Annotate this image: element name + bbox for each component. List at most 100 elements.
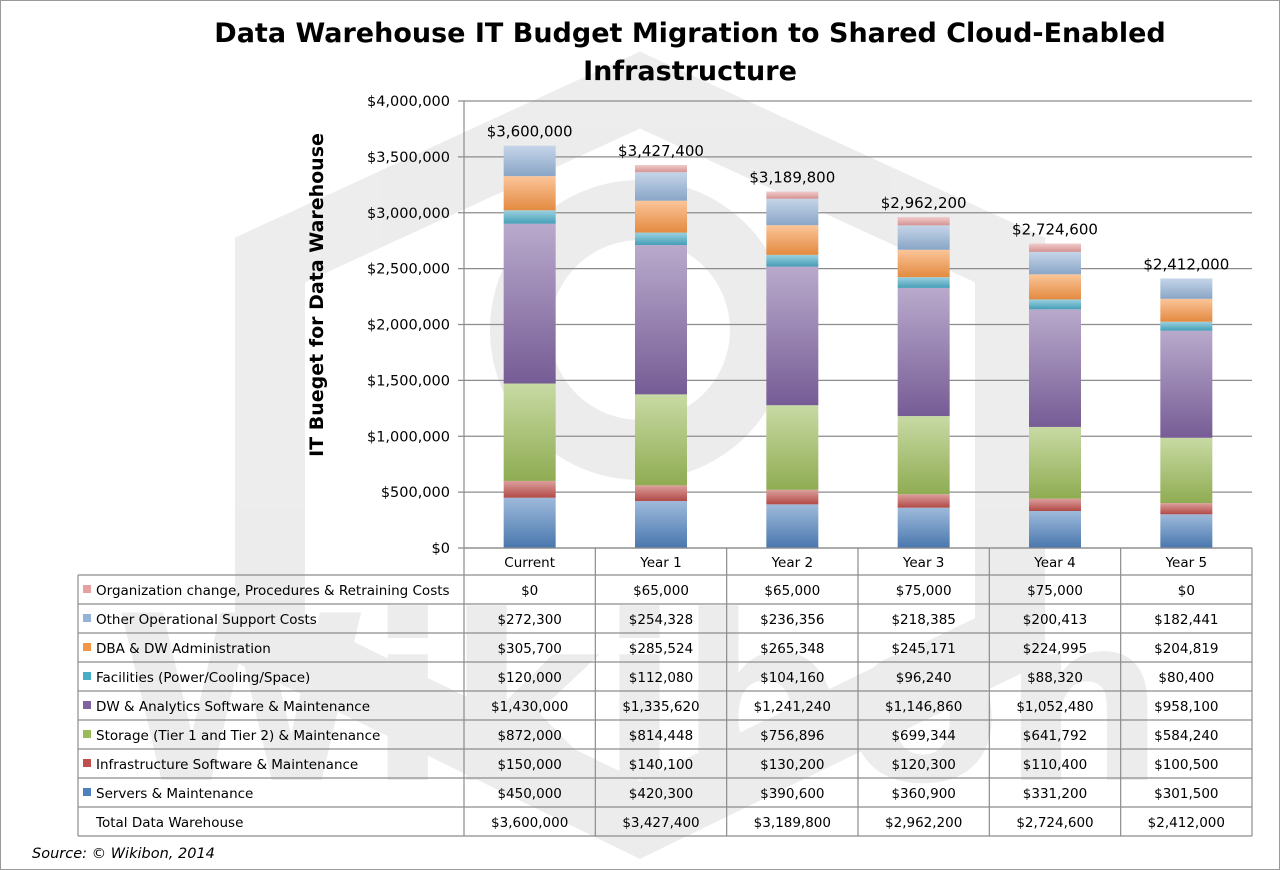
bar-segment-dba-dw-administration	[1029, 274, 1081, 300]
legend-key	[83, 701, 91, 709]
y-tick-label: $1,500,000	[367, 373, 450, 389]
table-cell: $182,441	[1154, 612, 1218, 628]
table-cell: $204,819	[1154, 641, 1218, 657]
bar-segment-facilities-power-cooling-space	[897, 277, 950, 288]
bar-segment-infrastructure-software-maintenance	[635, 485, 687, 502]
data-table: Current Year 1 Year 2 Year 3 Year 4 Year 5 Org…	[77, 547, 1253, 837]
bar-segment-organization-change-procedures-retraining-costs	[766, 191, 819, 199]
bar-segment-other-operational-support-costs	[635, 172, 687, 201]
table-cell: $1,241,240	[754, 699, 831, 715]
table-row: Infrastructure Software & Maintenance $15…	[83, 757, 1219, 773]
legend-key	[83, 585, 91, 593]
table-cell: $272,300	[497, 612, 561, 628]
y-tick-label: $500,000	[381, 485, 450, 501]
table-cell: $75,000	[896, 583, 952, 599]
bar-segment-other-operational-support-costs	[1160, 278, 1213, 299]
legend-key	[83, 614, 91, 622]
table-cell: $2,724,600	[1016, 815, 1093, 831]
table-row: Storage (Tier 1 and Tier 2) & Maintenanc…	[83, 728, 1219, 744]
legend-entry: DW & Analytics Software & Maintenance	[96, 699, 370, 715]
total-data-label: $3,189,800	[749, 169, 835, 187]
bar-segment-storage-tier-1-and-tier-2-maintenance	[503, 383, 556, 481]
table-cell: $100,500	[1154, 757, 1218, 773]
y-tick-label: $2,500,000	[367, 262, 450, 278]
bar-segment-dw-analytics-software-maintenance	[766, 266, 819, 406]
bar-segment-storage-tier-1-and-tier-2-maintenance	[1029, 426, 1081, 499]
y-tick-labels: $0 $500,000 $1,000,000 $1,500,000 $2,000,000…	[367, 94, 450, 557]
table-cell: $390,600	[760, 786, 824, 802]
table-cell: $224,995	[1023, 641, 1087, 657]
bar-segment-dba-dw-administration	[503, 176, 556, 211]
y-tick-label: $3,500,000	[367, 150, 450, 166]
bar-segment-organization-change-procedures-retraining-costs	[635, 164, 687, 173]
table-cell: $3,600,000	[491, 815, 568, 831]
legend-entry: Other Operational Support Costs	[96, 612, 317, 628]
table-cell: $75,000	[1027, 583, 1083, 599]
bar-segment-organization-change-procedures-retraining-costs	[1029, 243, 1081, 252]
bar-segment-storage-tier-1-and-tier-2-maintenance	[766, 405, 819, 490]
bar-segment-dba-dw-administration	[897, 249, 950, 278]
legend-entry: Organization change, Procedures & Retrai…	[96, 583, 450, 599]
table-cell: $112,080	[629, 670, 693, 686]
table-cell: $120,000	[497, 670, 561, 686]
table-cell: $450,000	[497, 786, 561, 802]
bar-segment-servers-maintenance	[897, 507, 950, 548]
x-category-label: Year 4	[1033, 555, 1075, 571]
table-cell: $140,100	[629, 757, 693, 773]
total-data-label: $3,427,400	[618, 142, 704, 160]
table-cell: $756,896	[760, 728, 824, 744]
bar-segment-dba-dw-administration	[766, 225, 819, 255]
table-cell: $2,412,000	[1148, 815, 1225, 831]
bar-segment-dw-analytics-software-maintenance	[1029, 309, 1081, 427]
table-cell: $218,385	[891, 612, 955, 628]
table-cell: $265,348	[760, 641, 824, 657]
y-axis-label: IT Bueget for Data Warehouse	[306, 133, 328, 457]
table-cell: $1,430,000	[491, 699, 568, 715]
bar-segment-facilities-power-cooling-space	[1029, 299, 1081, 310]
legend-key	[83, 730, 91, 738]
table-cell: $65,000	[633, 583, 689, 599]
bar-segment-servers-maintenance	[1029, 510, 1081, 548]
table-cell: $1,052,480	[1016, 699, 1093, 715]
bar-segment-servers-maintenance	[1160, 514, 1213, 548]
bar-segment-other-operational-support-costs	[503, 145, 556, 177]
bar-segment-servers-maintenance	[503, 497, 556, 548]
legend-entry: Facilities (Power/Cooling/Space)	[96, 670, 310, 686]
total-data-label: $2,724,600	[1012, 221, 1098, 239]
table-cell: $120,300	[891, 757, 955, 773]
bar-segment-infrastructure-software-maintenance	[897, 494, 950, 508]
table-cell: $814,448	[629, 728, 693, 744]
table-cell: $958,100	[1154, 699, 1218, 715]
total-data-labels: $3,600,000 $3,427,400 $3,189,800 $2,962,200…	[487, 123, 1230, 274]
table-cell: $305,700	[497, 641, 561, 657]
table-cell: $584,240	[1154, 728, 1218, 744]
table-cell: $150,000	[497, 757, 561, 773]
table-cell: $0	[521, 583, 538, 599]
table-cell: $88,320	[1027, 670, 1083, 686]
table-cell: $872,000	[497, 728, 561, 744]
legend-key	[83, 672, 91, 680]
table-row: DBA & DW Administration $305,700 $285,524 $…	[83, 641, 1219, 657]
table-cell: $110,400	[1023, 757, 1087, 773]
bar-segment-servers-maintenance	[635, 501, 687, 548]
table-cell: $301,500	[1154, 786, 1218, 802]
bars	[503, 145, 1213, 548]
chart-title-line-2: Infrastructure	[583, 56, 797, 87]
svg-text:Wikibon: Wikibon	[115, 568, 1166, 835]
table-cell: $80,400	[1158, 670, 1214, 686]
bar-segment-other-operational-support-costs	[897, 225, 950, 250]
y-tick-label: $3,000,000	[367, 206, 450, 222]
x-category-label: Year 3	[902, 555, 944, 571]
y-tick-label: $4,000,000	[367, 94, 450, 110]
table-row: DW & Analytics Software & Maintenance $1,…	[83, 699, 1219, 715]
x-category-label: Year 2	[771, 555, 813, 571]
table-cell: $104,160	[760, 670, 824, 686]
y-tick-label: $1,000,000	[367, 429, 450, 445]
table-cell: $285,524	[629, 641, 693, 657]
chart-title-line-1: Data Warehouse IT Budget Migration to Sh…	[214, 18, 1165, 49]
table-cell: $245,171	[891, 641, 955, 657]
table-cell: $699,344	[891, 728, 955, 744]
total-data-label: $2,412,000	[1143, 255, 1229, 273]
y-tick-label: $0	[432, 541, 450, 557]
bar-segment-dw-analytics-software-maintenance	[503, 223, 556, 384]
